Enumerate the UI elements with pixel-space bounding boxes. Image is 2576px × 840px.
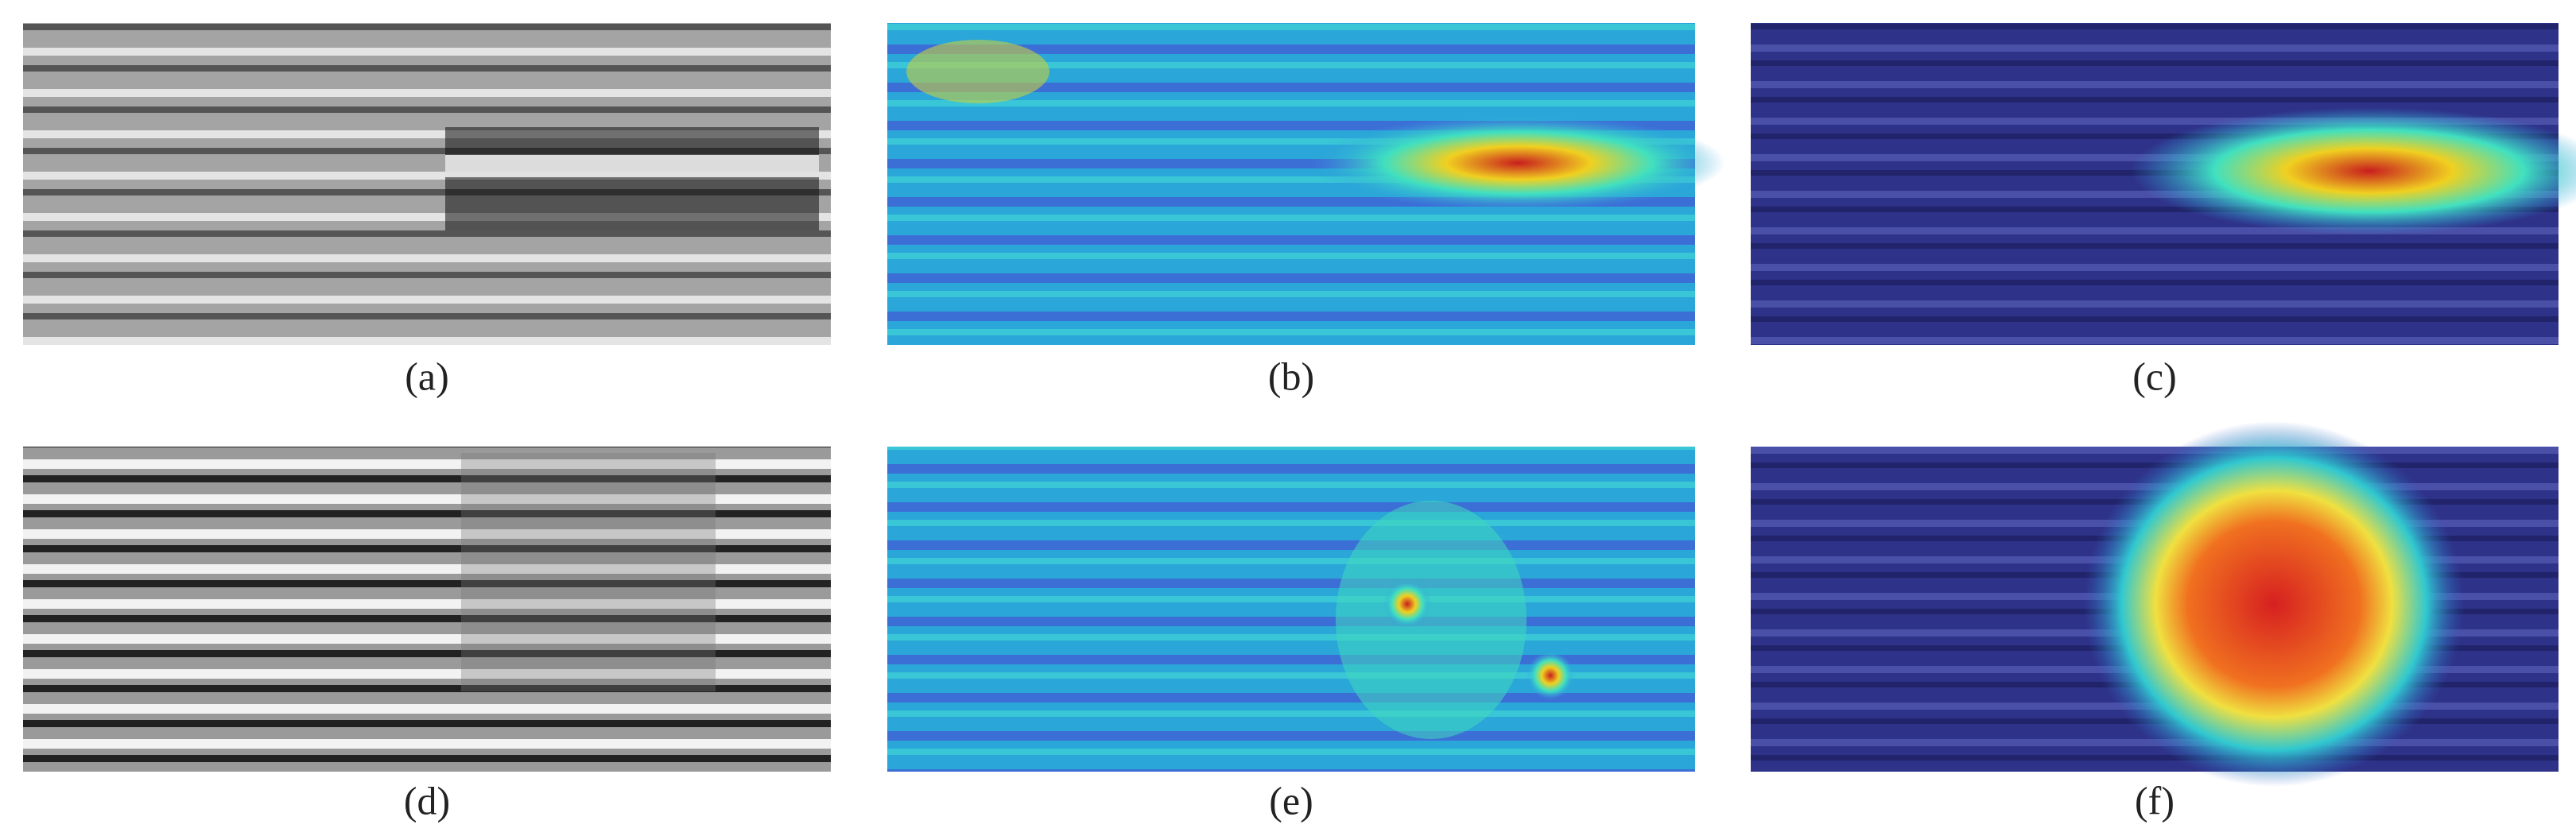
caption: (b) [1268,354,1314,398]
hotspot [906,40,1049,103]
anomaly [445,127,819,230]
panel-c [1751,23,2576,345]
hotspot [1336,501,1527,739]
caption: (d) [404,778,450,823]
caption: (f) [2135,778,2174,823]
panel-a [23,23,831,345]
panel-f [1751,421,2559,787]
anomaly [461,453,716,691]
panel-d [23,447,831,772]
hotspot [1312,115,1725,211]
hotspot [1383,580,1431,628]
caption: (e) [1269,778,1313,823]
heatmap [887,447,1695,772]
caption: (a) [405,354,449,398]
panel-e [887,447,1695,772]
caption: (c) [2132,354,2177,398]
anomaly [445,155,819,177]
hotspot [1527,652,1574,699]
panel-b [887,23,1725,345]
hotspot [2083,421,2465,787]
hotspot [2131,107,2576,234]
radargram [23,447,831,772]
